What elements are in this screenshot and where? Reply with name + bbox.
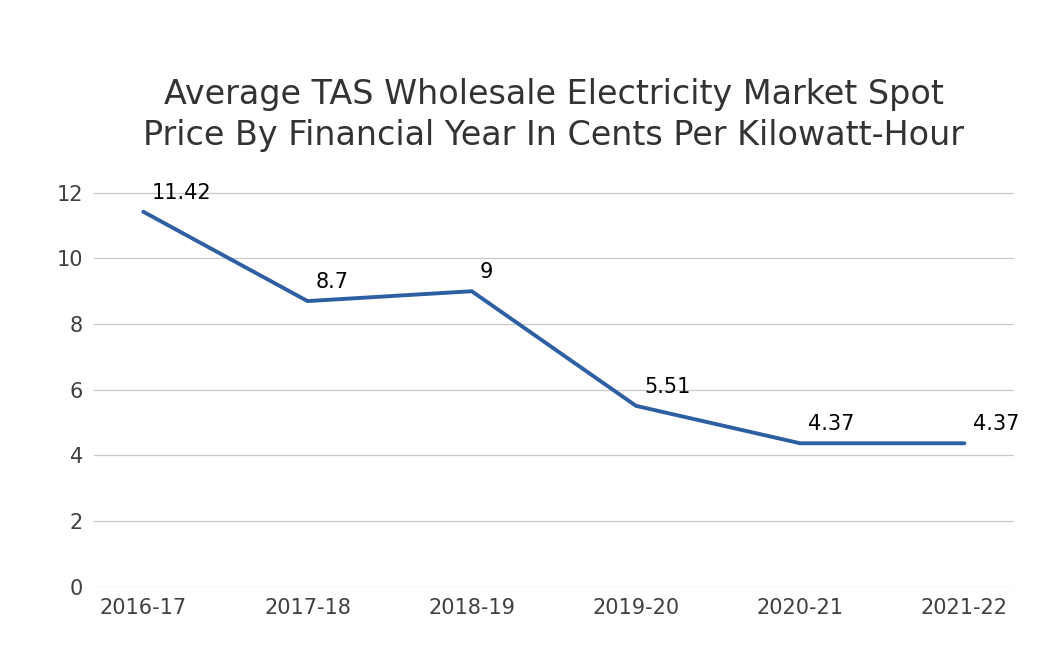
Text: 4.37: 4.37 bbox=[809, 414, 855, 434]
Text: 11.42: 11.42 bbox=[152, 183, 211, 203]
Text: 5.51: 5.51 bbox=[644, 377, 691, 396]
Text: 4.37: 4.37 bbox=[973, 414, 1019, 434]
Text: Average TAS Wholesale Electricity Market Spot
Price By Financial Year In Cents P: Average TAS Wholesale Electricity Market… bbox=[143, 78, 965, 152]
Text: 8.7: 8.7 bbox=[316, 272, 349, 292]
Text: 9: 9 bbox=[480, 262, 493, 282]
